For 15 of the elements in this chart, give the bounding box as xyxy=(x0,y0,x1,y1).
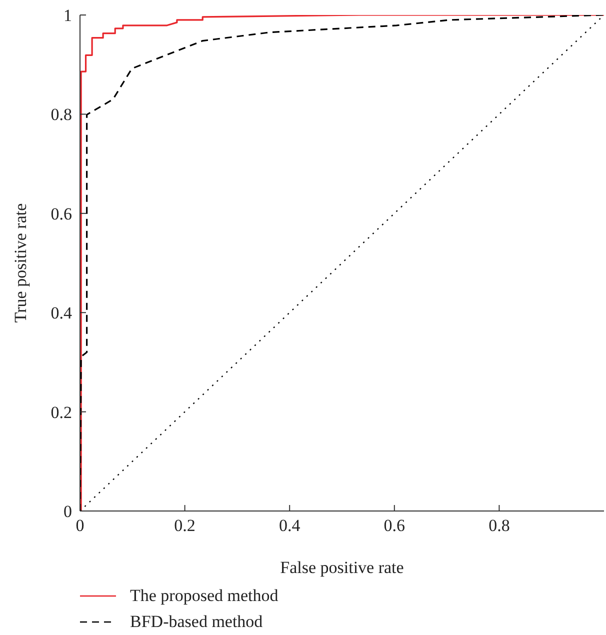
legend-label: The proposed method xyxy=(130,585,278,607)
y-tick-label: 1 xyxy=(64,6,72,26)
y-tick-label: 0.6 xyxy=(50,204,72,224)
x-tick-label: 0 xyxy=(76,516,84,536)
x-tick-label: 0.4 xyxy=(278,516,301,536)
x-tick-label: 0.8 xyxy=(488,516,510,536)
y-axis-title: True positive rate xyxy=(11,203,30,323)
x-tick-label: 0.2 xyxy=(174,516,196,536)
y-tick-label: 0 xyxy=(64,502,72,522)
x-tick-label: 0.6 xyxy=(384,516,406,536)
y-tick-label: 0.2 xyxy=(50,402,72,422)
y-tick-label: 0.8 xyxy=(50,105,72,124)
legend-label: BFD-based method xyxy=(130,611,263,633)
y-tick-label: 0.4 xyxy=(50,304,72,323)
x-axis-title: False positive rate xyxy=(280,558,404,577)
